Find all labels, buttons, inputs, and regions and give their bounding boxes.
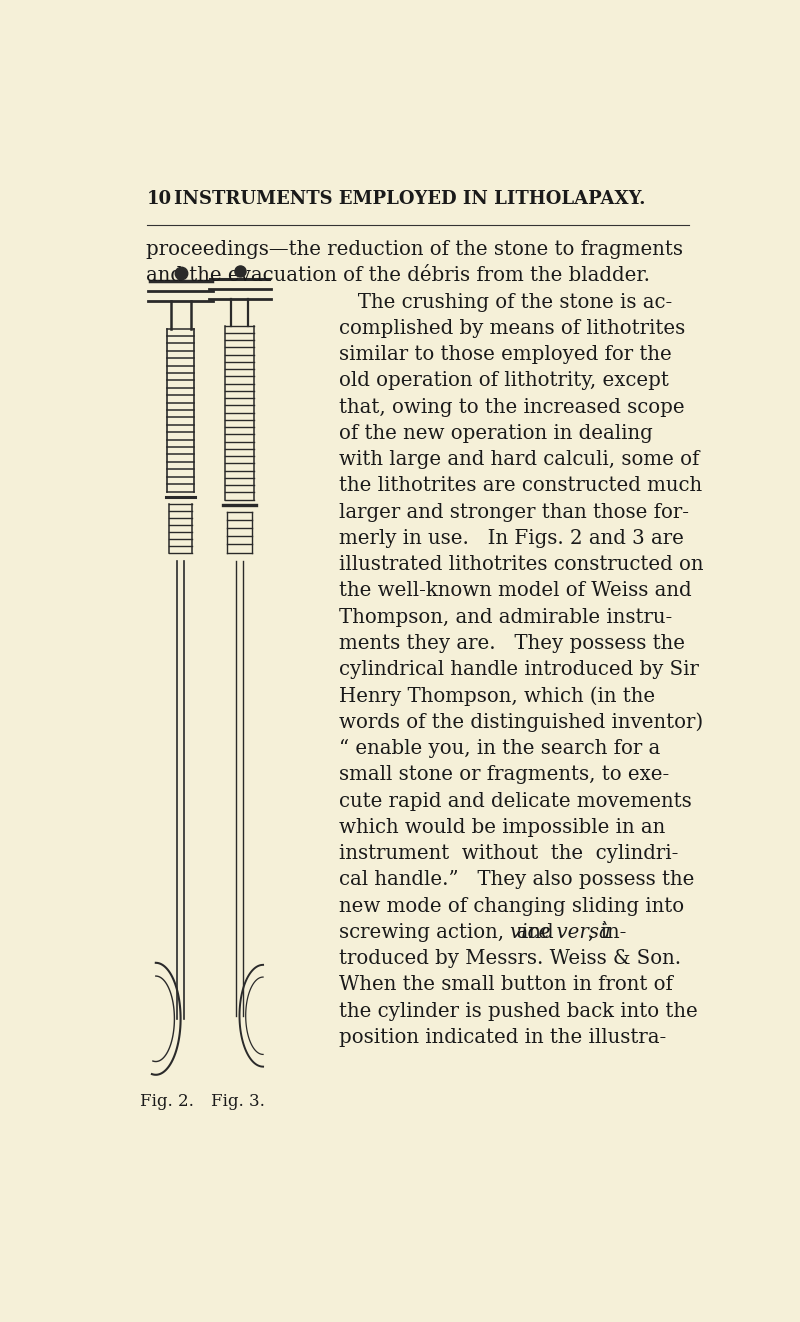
Text: position indicated in the illustra-: position indicated in the illustra- [338, 1029, 666, 1047]
Text: vice versà: vice versà [510, 923, 610, 941]
Text: the cylinder is pushed back into the: the cylinder is pushed back into the [338, 1002, 698, 1021]
Text: INSTRUMENTS EMPLOYED IN LITHOLAPAXY.: INSTRUMENTS EMPLOYED IN LITHOLAPAXY. [174, 189, 646, 208]
Text: merly in use.   In Figs. 2 and 3 are: merly in use. In Figs. 2 and 3 are [338, 529, 683, 547]
Text: complished by means of lithotrites: complished by means of lithotrites [338, 319, 685, 338]
Text: new mode of changing sliding into: new mode of changing sliding into [338, 896, 684, 916]
Text: words of the distinguished inventor): words of the distinguished inventor) [338, 713, 703, 732]
Text: and the evacuation of the débris from the bladder.: and the evacuation of the débris from th… [146, 266, 650, 286]
Text: The crushing of the stone is ac-: The crushing of the stone is ac- [338, 292, 672, 312]
Text: cute rapid and delicate movements: cute rapid and delicate movements [338, 792, 691, 810]
Text: of the new operation in dealing: of the new operation in dealing [338, 424, 653, 443]
Text: illustrated lithotrites constructed on: illustrated lithotrites constructed on [338, 555, 703, 574]
Text: When the small button in front of: When the small button in front of [338, 976, 673, 994]
Text: Henry Thompson, which (in the: Henry Thompson, which (in the [338, 686, 655, 706]
Text: cal handle.”   They also possess the: cal handle.” They also possess the [338, 870, 694, 890]
Text: similar to those employed for the: similar to those employed for the [338, 345, 671, 364]
Text: screwing action,  and: screwing action, and [338, 923, 559, 941]
Text: the well-known model of Weiss and: the well-known model of Weiss and [338, 582, 691, 600]
Text: Fig. 2.: Fig. 2. [140, 1093, 194, 1110]
Text: Thompson, and admirable instru-: Thompson, and admirable instru- [338, 608, 672, 627]
Text: old operation of lithotrity, except: old operation of lithotrity, except [338, 371, 669, 390]
Text: troduced by Messrs. Weiss & Son.: troduced by Messrs. Weiss & Son. [338, 949, 681, 968]
Text: cylindrical handle introduced by Sir: cylindrical handle introduced by Sir [338, 660, 698, 680]
Text: Fig. 3.: Fig. 3. [210, 1093, 265, 1110]
Text: the lithotrites are constructed much: the lithotrites are constructed much [338, 476, 702, 496]
Text: with large and hard calculi, some of: with large and hard calculi, some of [338, 451, 699, 469]
Text: ments they are.   They possess the: ments they are. They possess the [338, 635, 685, 653]
Text: 10: 10 [146, 189, 172, 208]
Text: that, owing to the increased scope: that, owing to the increased scope [338, 398, 684, 416]
Text: small stone or fragments, to exe-: small stone or fragments, to exe- [338, 765, 669, 784]
Text: , in-: , in- [588, 923, 626, 941]
Text: “ enable you, in the search for a: “ enable you, in the search for a [338, 739, 660, 758]
Text: instrument  without  the  cylindri-: instrument without the cylindri- [338, 845, 678, 863]
Text: which would be impossible in an: which would be impossible in an [338, 818, 665, 837]
Text: proceedings—the reduction of the stone to fragments: proceedings—the reduction of the stone t… [146, 241, 683, 259]
Text: larger and stronger than those for-: larger and stronger than those for- [338, 502, 689, 522]
